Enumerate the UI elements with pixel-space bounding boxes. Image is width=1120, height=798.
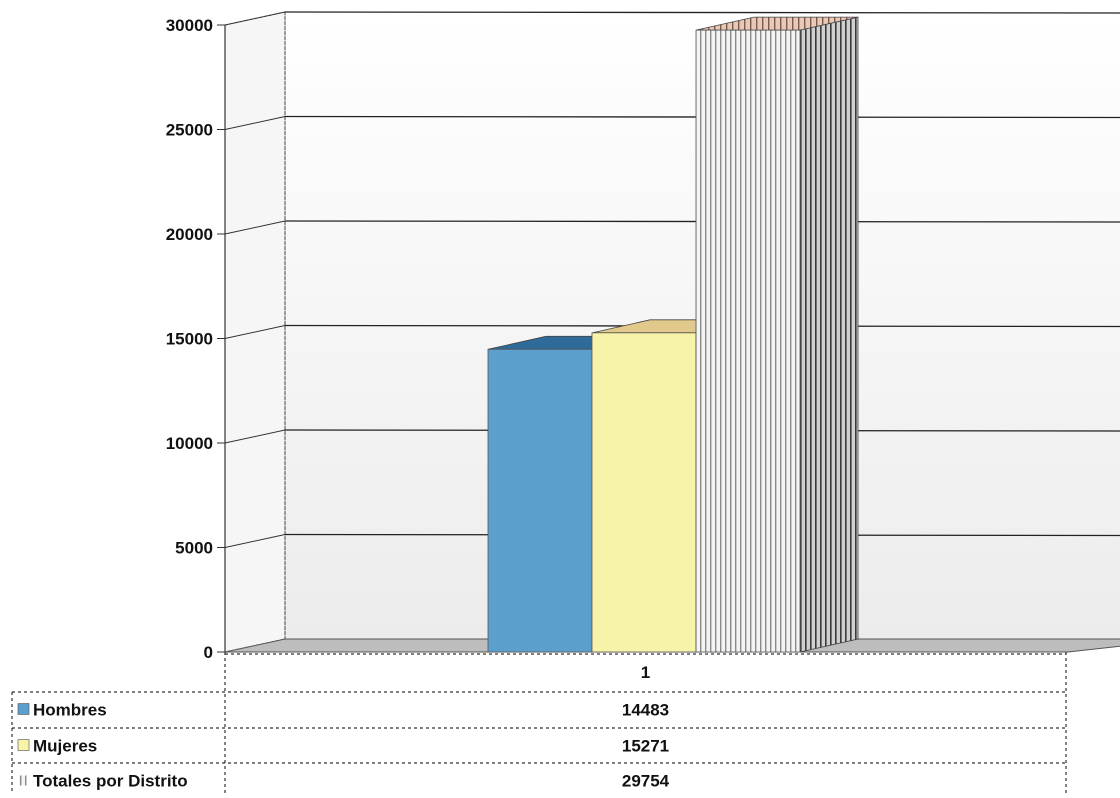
y-tick-label: 5000 (175, 539, 213, 558)
y-tick-label: 0 (204, 643, 213, 662)
table-row: Totales por Distrito 29754 (19, 772, 670, 791)
y-tick-label: 25000 (166, 121, 213, 140)
data-value: 14483 (622, 701, 669, 720)
legend-label: Hombres (33, 701, 107, 720)
legend-label: Mujeres (33, 737, 97, 756)
bar-side (800, 17, 858, 652)
bar-front (592, 333, 696, 652)
data-value: 15271 (622, 737, 669, 756)
data-table: 1 Hombres 14483 Mujeres 15271 Totales por Dis… (12, 652, 1066, 793)
y-tick-label: 20000 (166, 225, 213, 244)
legend-key (18, 704, 29, 715)
bar-front (696, 30, 800, 652)
bar-totales-por-distrito (696, 17, 858, 652)
legend-label: Totales por Distrito (33, 772, 188, 791)
y-tick-label: 10000 (166, 434, 213, 453)
table-row: Mujeres 15271 (18, 737, 669, 756)
bar-front (488, 349, 592, 652)
legend-key (19, 776, 27, 786)
y-axis-ticks: 0 5000 10000 15000 20000 25000 30000 (166, 16, 225, 662)
category-label: 1 (641, 663, 650, 682)
table-row: Hombres 14483 (18, 701, 669, 720)
data-value: 29754 (622, 772, 670, 791)
y-tick-label: 15000 (166, 330, 213, 349)
legend-key (18, 740, 29, 751)
y-tick-label: 30000 (166, 16, 213, 35)
